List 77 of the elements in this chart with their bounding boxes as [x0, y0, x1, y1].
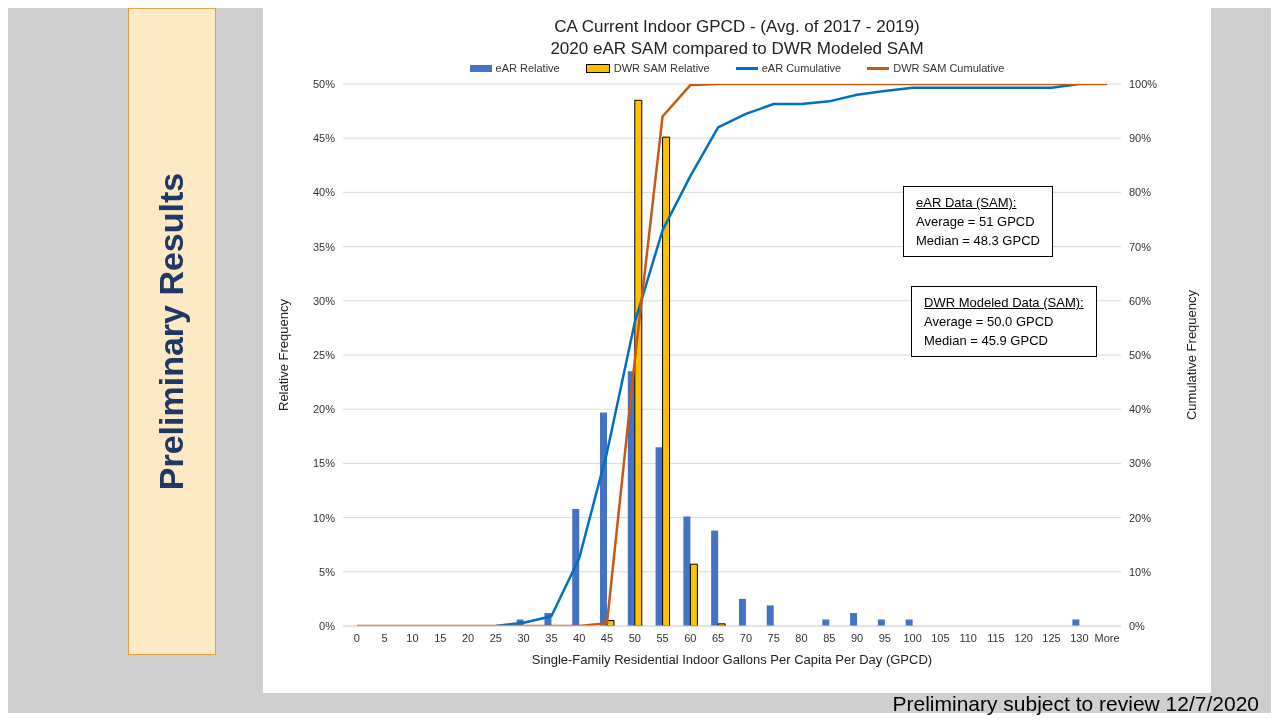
- y-tick-label: 25%: [312, 348, 336, 361]
- x-tick-label: 95: [878, 631, 891, 644]
- y-tick-label: 50%: [312, 77, 336, 90]
- y2-tick-label: 40%: [1129, 403, 1152, 416]
- y-tick-label: 30%: [312, 294, 336, 307]
- legend-label: DWR SAM Relative: [612, 62, 710, 74]
- bar: [711, 530, 719, 626]
- y2-tick-label: 60%: [1129, 294, 1152, 307]
- annotation: eAR Data (SAM): Average = 51 GPCD Median = 48.3 GPCD: [916, 194, 1040, 250]
- x-tick-label: 125: [1042, 631, 1061, 644]
- x-tick-label: 100: [903, 631, 922, 644]
- y2-tick-label: 80%: [1129, 186, 1152, 199]
- y-tick-label: 15%: [312, 457, 336, 470]
- x-tick-label: 5: [381, 631, 388, 644]
- bar: [662, 136, 671, 626]
- x-tick-label: 80: [795, 631, 808, 644]
- y2-tick-label: 10%: [1129, 565, 1152, 578]
- x-tick-label: 70: [739, 631, 753, 644]
- bar: [822, 619, 830, 626]
- x-tick-label: 105: [931, 631, 950, 644]
- y-tick-label: 20%: [312, 403, 336, 416]
- bar: [1072, 619, 1080, 626]
- y2-tick-label: 20%: [1129, 511, 1152, 524]
- x-tick-label: 115: [987, 631, 1005, 644]
- x-tick-label: 15: [434, 631, 447, 644]
- x-tick-label: 10: [406, 631, 419, 644]
- legend-label: eAR Cumulative: [760, 62, 842, 74]
- bar: [877, 619, 885, 626]
- y-axis-title: Relative Frequency: [275, 298, 291, 411]
- y-tick-label: 0%: [319, 619, 336, 632]
- bar: [689, 563, 698, 626]
- chart-subtitle: 2020 eAR SAM compared to DWR Modeled SAM: [549, 38, 925, 60]
- bar: [905, 619, 913, 626]
- y2-tick-label: 0%: [1129, 619, 1146, 632]
- bar: [572, 508, 580, 626]
- bar: [766, 605, 774, 626]
- y-tick-label: 5%: [319, 565, 336, 578]
- y-tick-label: 10%: [312, 511, 336, 524]
- x-tick-label: 30: [517, 631, 530, 644]
- x-tick-label: 0: [353, 631, 360, 644]
- bar: [850, 612, 858, 626]
- y2-axis-title: Cumulative Frequency: [1183, 289, 1199, 421]
- y-tick-label: 35%: [312, 240, 336, 253]
- x-axis-title: Single-Family Residential Indoor Gallons Per Capita Per Day (GPCD): [531, 652, 933, 667]
- y2-tick-label: 90%: [1129, 132, 1152, 145]
- x-tick-label: 75: [767, 631, 780, 644]
- y2-tick-label: 70%: [1129, 240, 1152, 253]
- legend-label: DWR SAM Cumulative: [892, 62, 1005, 74]
- y-tick-label: 45%: [312, 132, 336, 145]
- x-tick-label: 85: [823, 631, 836, 644]
- y2-tick-label: 50%: [1129, 348, 1152, 361]
- x-tick-label: More: [1094, 631, 1120, 644]
- bar: [634, 99, 643, 626]
- y-tick-label: 40%: [312, 186, 336, 199]
- x-tick-label: 45: [600, 631, 614, 644]
- bar: [738, 598, 746, 626]
- x-tick-label: 55: [656, 631, 669, 644]
- x-tick-label: 130: [1070, 631, 1089, 644]
- x-tick-label: 50: [628, 631, 641, 644]
- y2-tick-label: 100%: [1129, 77, 1158, 90]
- bar: [683, 516, 691, 626]
- x-tick-label: 110: [959, 631, 977, 644]
- x-tick-label: 35: [545, 631, 558, 644]
- legend-label: eAR Relative: [494, 62, 560, 74]
- x-tick-label: 25: [489, 631, 502, 644]
- x-tick-label: 90: [850, 631, 864, 644]
- x-tick-label: 60: [684, 631, 697, 644]
- x-tick-label: 40: [573, 631, 586, 644]
- text: Preliminary Results: [152, 172, 192, 491]
- text: Preliminary subject to review 12/7/2020: [892, 692, 1259, 716]
- x-tick-label: 120: [1014, 631, 1033, 644]
- annotation: DWR Modeled Data (SAM): Average = 50.0 GPCD Median = 45.9 GPCD: [924, 294, 1084, 350]
- x-tick-label: 20: [461, 631, 475, 644]
- y2-tick-label: 30%: [1129, 457, 1152, 470]
- bar: [600, 412, 608, 626]
- chart-title: CA Current Indoor GPCD - (Avg. of 2017 - 2019): [553, 16, 921, 38]
- x-tick-label: 65: [711, 631, 725, 644]
